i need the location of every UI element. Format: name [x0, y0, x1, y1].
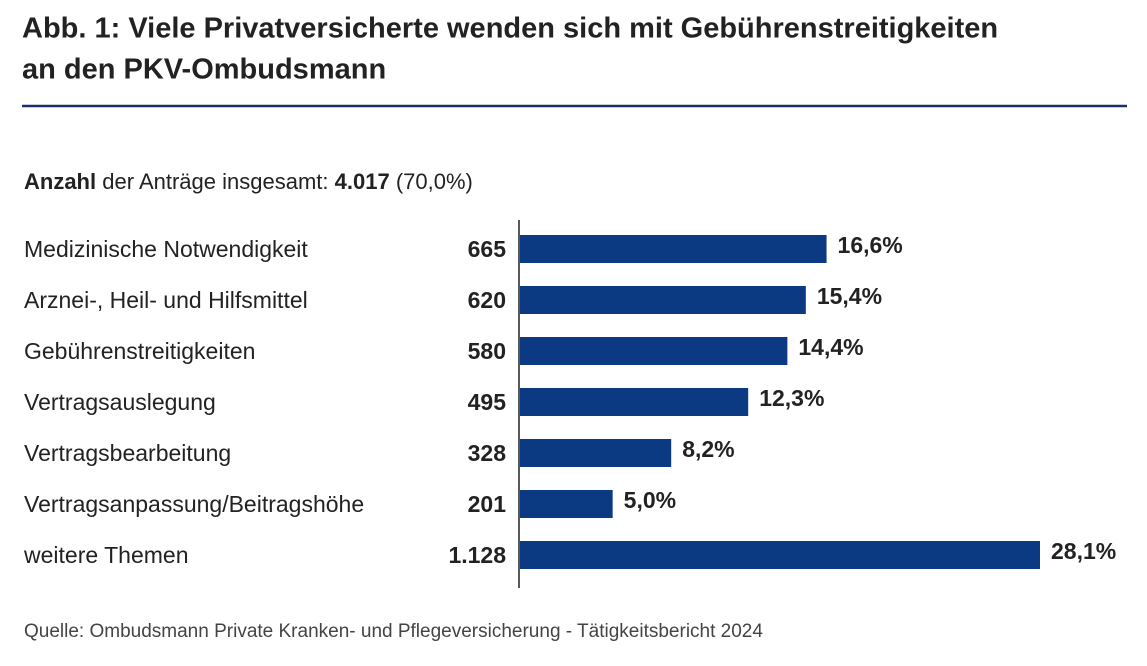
- share-label: 28,1%: [1051, 538, 1116, 564]
- bar: [520, 337, 788, 365]
- share-label: 14,4%: [798, 334, 863, 360]
- share-label: 12,3%: [759, 385, 824, 411]
- bar: [520, 439, 672, 467]
- category-label: Medizinische Notwendigkeit: [24, 236, 308, 262]
- chart-title: an den PKV-Ombudsmann: [22, 54, 386, 86]
- share-label: 8,2%: [682, 436, 734, 462]
- category-label: weitere Themen: [23, 542, 189, 568]
- bar: [520, 541, 1040, 569]
- source: Quelle: Ombudsmann Private Kranken- und …: [24, 621, 763, 642]
- category-label: Vertragsanpassung/Beitragshöhe: [24, 491, 364, 517]
- category-label: Gebührenstreitigkeiten: [24, 338, 255, 364]
- subtitle-part: Anzahl: [24, 169, 96, 194]
- category-label: Vertragsbearbeitung: [24, 440, 231, 466]
- value-label: 580: [468, 338, 506, 364]
- value-label: 620: [468, 287, 506, 313]
- value-label: 201: [468, 491, 507, 517]
- bar: [520, 286, 806, 314]
- subtitle-part: der Anträge insgesamt:: [102, 169, 328, 194]
- subtitle: Anzahl der Anträge insgesamt: 4.017 (70,…: [24, 169, 473, 194]
- value-label: 1.128: [448, 542, 506, 568]
- value-label: 495: [468, 389, 507, 415]
- subtitle-part: (70,0%): [396, 169, 473, 194]
- category-label: Arznei-, Heil- und Hilfsmittel: [24, 287, 308, 313]
- category-label: Vertragsauslegung: [24, 389, 216, 415]
- share-label: 16,6%: [838, 232, 903, 258]
- value-label: 665: [468, 236, 507, 262]
- share-label: 5,0%: [624, 487, 676, 513]
- bar: [520, 235, 827, 263]
- subtitle-part: 4.017: [335, 169, 390, 194]
- share-label: 15,4%: [817, 283, 882, 309]
- bar: [520, 490, 613, 518]
- value-label: 328: [468, 440, 507, 466]
- chart-title: Abb. 1: Viele Privatversicherte wenden s…: [22, 13, 998, 45]
- bar: [520, 388, 749, 416]
